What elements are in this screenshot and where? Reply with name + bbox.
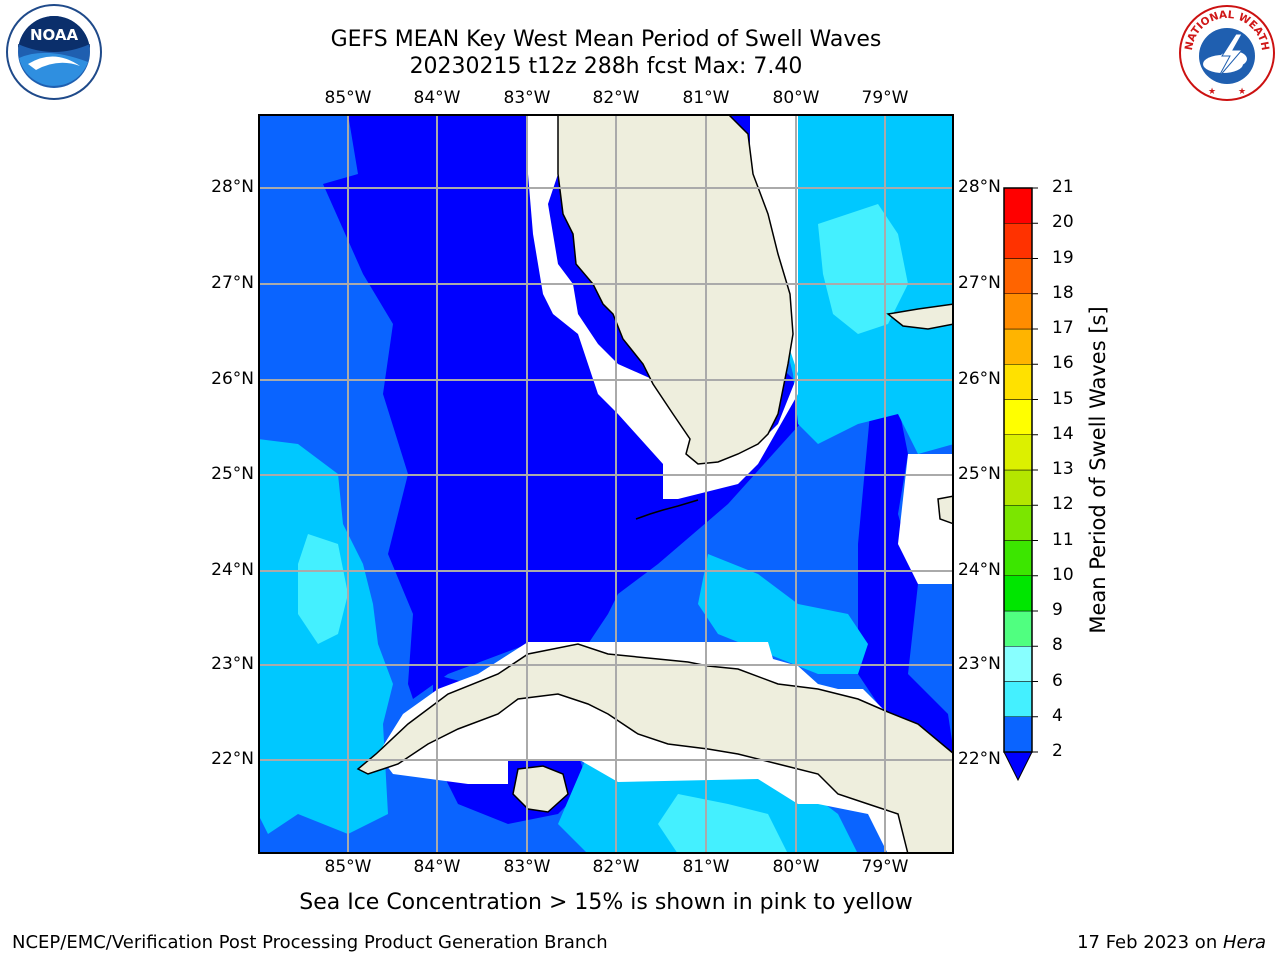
lat-label-left: 25°N xyxy=(211,464,254,484)
lat-label-left: 22°N xyxy=(211,749,254,769)
lon-label-top: 85°W xyxy=(324,88,372,108)
colorbar-tick-label: 17 xyxy=(1052,318,1074,338)
lon-label-bottom: 84°W xyxy=(413,857,461,877)
lat-label-right: 23°N xyxy=(958,654,1001,674)
field-level-4-6 xyxy=(698,554,868,674)
colorbar-tick-label: 13 xyxy=(1052,459,1074,479)
lon-label-bottom: 81°W xyxy=(682,857,730,877)
lat-label-left: 28°N xyxy=(211,177,254,197)
lat-label-right: 25°N xyxy=(958,464,1001,484)
chart-subtitle: 20230215 t12z 288h fcst Max: 7.40 xyxy=(409,54,803,79)
noaa-logo: NOAA xyxy=(6,4,102,100)
lon-label-top: 81°W xyxy=(682,88,730,108)
lon-label-top: 82°W xyxy=(592,88,640,108)
colorbar-band xyxy=(1003,575,1033,612)
colorbar-band xyxy=(1003,434,1033,471)
lon-label-bottom: 80°W xyxy=(772,857,820,877)
colorbar-tick-label: 6 xyxy=(1052,670,1063,691)
lon-label-bottom: 82°W xyxy=(592,857,640,877)
colorbar-tick-label: 21 xyxy=(1052,177,1074,197)
colorbar-tick-label: 4 xyxy=(1052,705,1063,726)
colorbar xyxy=(1003,187,1038,782)
colorbar-band xyxy=(1003,716,1033,753)
field-level-6-8 xyxy=(298,534,348,644)
lat-label-right: 26°N xyxy=(958,369,1001,389)
bahamas-land xyxy=(937,495,954,525)
lat-label-right: 24°N xyxy=(958,560,1001,580)
colorbar-tick-label: 10 xyxy=(1052,564,1074,585)
colorbar-band xyxy=(1003,540,1033,576)
lon-label-bottom: 79°W xyxy=(861,857,909,877)
svg-text:★: ★ xyxy=(1238,87,1246,97)
colorbar-band xyxy=(1003,223,1033,259)
colorbar-band xyxy=(1003,505,1033,541)
lat-label-left: 24°N xyxy=(211,560,254,580)
colorbar-band xyxy=(1003,328,1033,365)
svg-text:NOAA: NOAA xyxy=(30,26,79,44)
colorbar-tick-label: 14 xyxy=(1052,423,1074,444)
colorbar-band xyxy=(1003,399,1033,435)
colorbar-band xyxy=(1003,646,1033,682)
lon-label-bottom: 85°W xyxy=(324,857,372,877)
colorbar-band xyxy=(1003,469,1033,506)
colorbar-band xyxy=(1003,364,1033,400)
svg-text:★: ★ xyxy=(1208,87,1216,97)
graticule xyxy=(258,114,954,854)
no-data-mask xyxy=(526,114,798,499)
colorbar-tick-label: 20 xyxy=(1052,212,1074,233)
field-level-6-8 xyxy=(658,794,788,854)
lon-label-top: 80°W xyxy=(772,88,820,108)
footer-date: 17 Feb 2023 on Hera xyxy=(1077,932,1266,953)
colorbar-tick-label: 16 xyxy=(1052,353,1074,374)
colorbar-under-extension xyxy=(1003,751,1033,782)
lat-label-right: 28°N xyxy=(958,177,1001,197)
footer-credit: NCEP/EMC/Verification Post Processing Pr… xyxy=(12,932,608,953)
lat-label-left: 23°N xyxy=(211,654,254,674)
bahamas-land xyxy=(886,303,954,330)
colorbar-band xyxy=(1003,610,1033,647)
florida-keys xyxy=(635,499,699,520)
colorbar-tick-label: 15 xyxy=(1052,388,1074,409)
lat-label-right: 22°N xyxy=(958,749,1001,769)
colorbar-tick-label: 8 xyxy=(1052,635,1063,656)
footer-host: Hera xyxy=(1222,932,1266,953)
colorbar-band xyxy=(1003,258,1033,294)
lat-label-left: 26°N xyxy=(211,369,254,389)
colorbar-tick-label: 12 xyxy=(1052,494,1074,515)
lat-label-right: 27°N xyxy=(958,273,1001,293)
lon-label-top: 79°W xyxy=(861,88,909,108)
nws-logo: NATIONAL WEATHER SERVICE ★ ★ xyxy=(1178,4,1275,101)
chart-title: GEFS MEAN Key West Mean Period of Swell … xyxy=(330,27,882,52)
colorbar-band xyxy=(1003,293,1033,330)
colorbar-tick-label: 9 xyxy=(1052,600,1063,620)
footer-date-text: 17 Feb 2023 on xyxy=(1077,932,1223,953)
lon-label-top: 83°W xyxy=(503,88,551,108)
map-border xyxy=(258,114,954,854)
no-data-mask xyxy=(898,454,954,584)
colorbar-tick-label: 11 xyxy=(1052,529,1074,550)
colorbar-band xyxy=(1003,187,1033,224)
sea-ice-note: Sea Ice Concentration > 15% is shown in … xyxy=(299,890,913,915)
colorbar-title: Mean Period of Swell Waves [s] xyxy=(1086,306,1110,634)
swell-period-map xyxy=(258,114,954,854)
lon-label-bottom: 83°W xyxy=(503,857,551,877)
colorbar-tick-label: 19 xyxy=(1052,247,1074,268)
colorbar-tick-label: 2 xyxy=(1052,741,1063,761)
field-level-below-2 xyxy=(858,404,954,764)
cuba-land xyxy=(356,643,954,854)
lat-label-left: 27°N xyxy=(211,273,254,293)
colorbar-band xyxy=(1003,681,1033,717)
lon-label-top: 84°W xyxy=(413,88,461,108)
colorbar-tick-label: 18 xyxy=(1052,282,1074,303)
